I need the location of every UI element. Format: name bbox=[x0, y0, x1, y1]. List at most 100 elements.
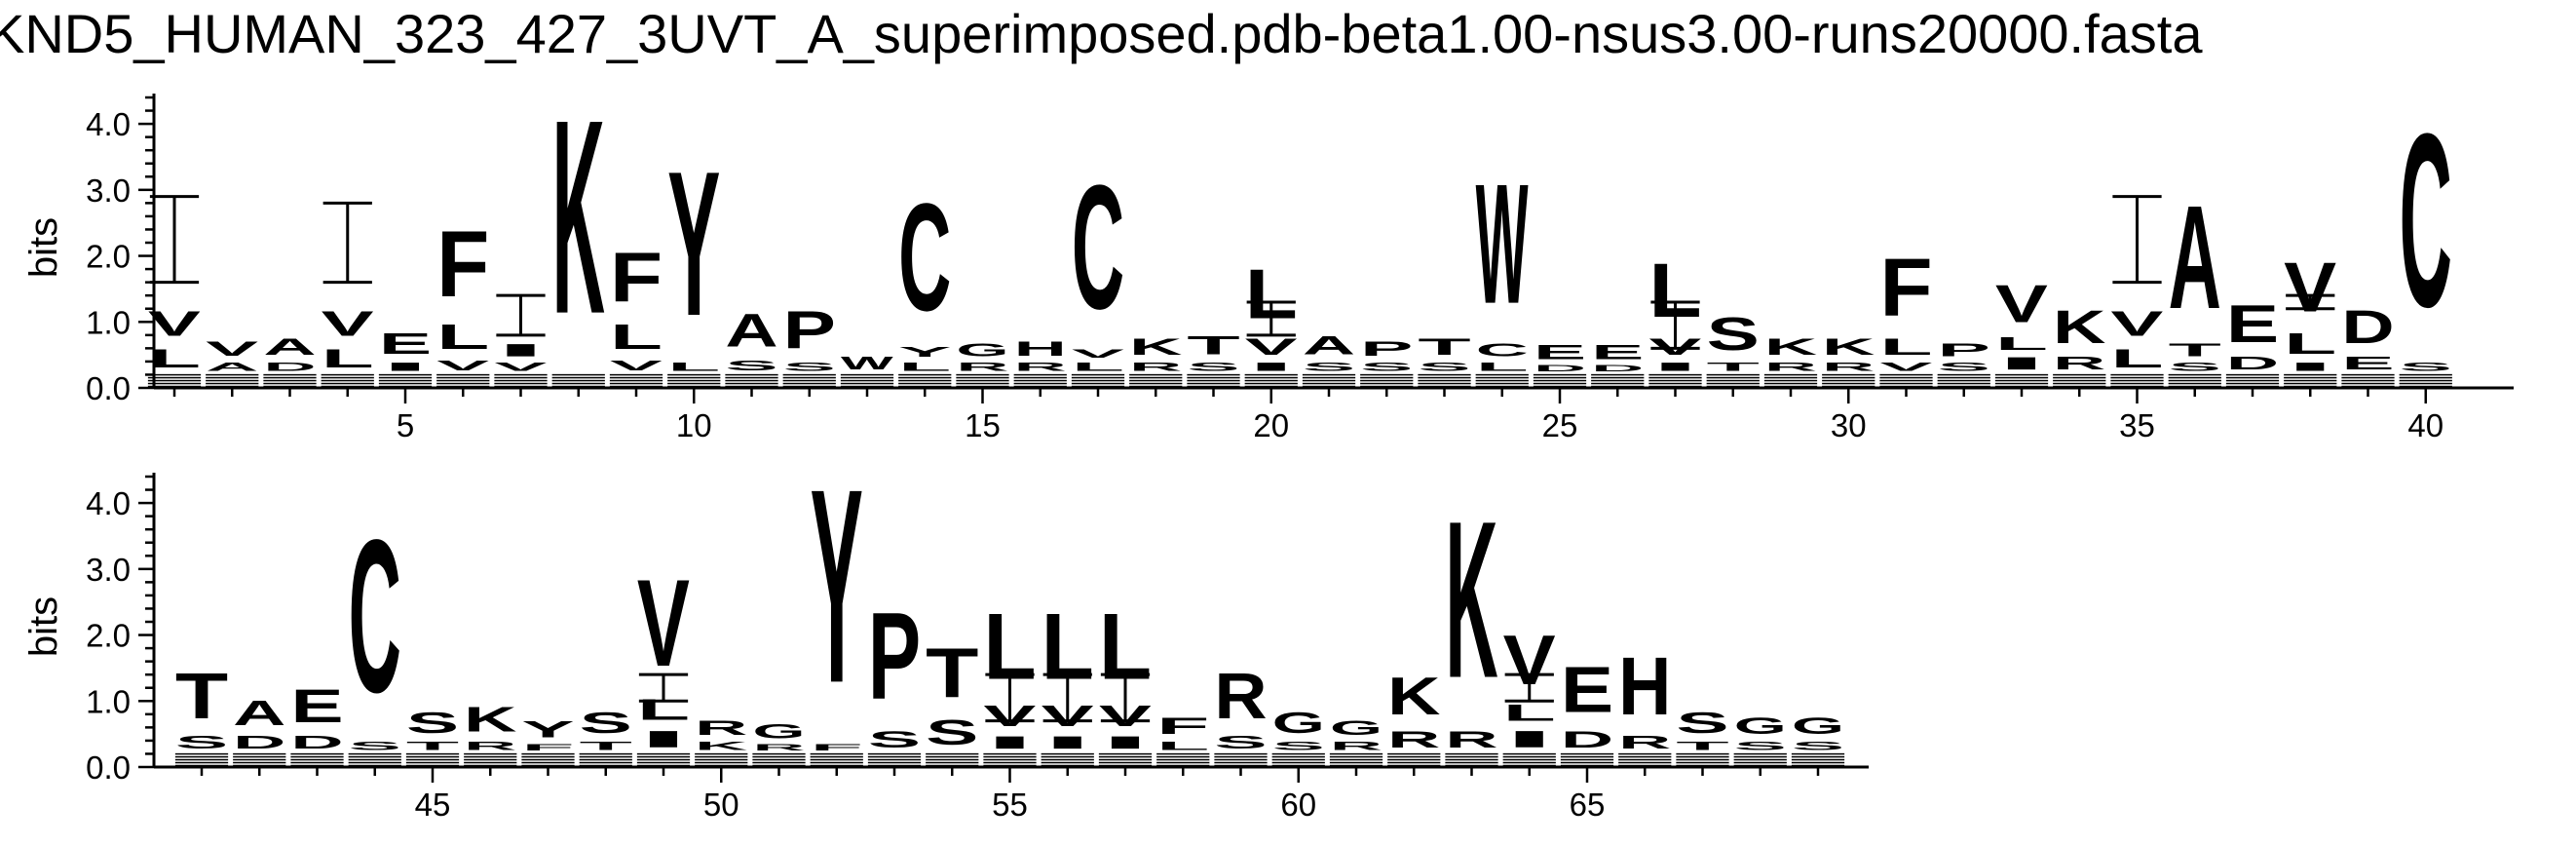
logo-minor-letters bbox=[1271, 755, 1325, 758]
logo-column: LF bbox=[1156, 712, 1210, 767]
logo-minor-letters bbox=[206, 385, 259, 388]
logo-minor-letters bbox=[810, 761, 863, 764]
logo-minor-letters bbox=[1591, 373, 1645, 376]
logo-column: SP bbox=[1937, 341, 1990, 388]
logo-minor-letters bbox=[2341, 376, 2395, 379]
chart-title: KND5_HUMAN_323_427_3UVT_A_superimposed.p… bbox=[0, 3, 2203, 64]
logo-letter: P bbox=[868, 587, 921, 726]
logo-letter: C bbox=[2400, 81, 2452, 359]
logo-minor-letters bbox=[1302, 373, 1356, 376]
logo-minor-letters bbox=[898, 379, 952, 382]
logo-minor-letters bbox=[1329, 755, 1383, 758]
logo-minor-letters bbox=[348, 761, 401, 764]
logo-column: ST bbox=[174, 660, 228, 767]
logo-letter: S bbox=[349, 740, 401, 753]
logo-letter: T bbox=[1707, 361, 1761, 373]
logo-minor-letters bbox=[2399, 373, 2452, 376]
logo-letter: K bbox=[2053, 301, 2106, 354]
logo-minor-letters bbox=[1879, 379, 1933, 382]
logo-column: ILV bbox=[636, 555, 691, 767]
logo-minor-letters bbox=[2053, 382, 2106, 385]
logo-minor-letters bbox=[667, 379, 721, 382]
logo-letter: L bbox=[898, 361, 951, 373]
logo-minor-letters bbox=[1418, 385, 1471, 388]
logo-minor-letters bbox=[1502, 764, 1556, 767]
logo-minor-letters bbox=[263, 379, 317, 382]
logo-minor-letters bbox=[2284, 385, 2337, 388]
logo-letter: T bbox=[580, 740, 633, 752]
logo-letter: F bbox=[436, 211, 489, 317]
logo-column: IVL bbox=[1244, 255, 1298, 388]
logo-letter: W bbox=[1476, 148, 1529, 339]
logo-column: RK bbox=[1822, 333, 1875, 388]
logo-letter: R bbox=[956, 361, 1008, 373]
logo-minor-letters bbox=[2341, 379, 2395, 382]
logo-letter: A bbox=[2169, 175, 2221, 339]
logo-minor-letters bbox=[609, 376, 663, 379]
logo-minor-letters bbox=[867, 761, 922, 764]
logo-minor-letters bbox=[2284, 382, 2337, 385]
logo-minor-letters bbox=[1098, 761, 1153, 764]
logo-minor-letters bbox=[494, 379, 548, 382]
logo-letter: L bbox=[2110, 344, 2163, 373]
y-tick-label: 1.0 bbox=[86, 304, 131, 340]
logo-minor-letters bbox=[695, 758, 748, 761]
logo-minor-letters bbox=[1560, 761, 1614, 764]
logo-column: IVL bbox=[1041, 594, 1094, 767]
logo-minor-letters bbox=[321, 379, 374, 382]
logo-letter: A bbox=[725, 305, 777, 358]
logo-letter: S bbox=[2169, 361, 2221, 374]
logo-letter: E bbox=[2341, 354, 2394, 373]
logo-minor-letters bbox=[1329, 761, 1383, 764]
x-tick-label: 35 bbox=[2119, 407, 2155, 443]
logo-column: RK bbox=[464, 701, 517, 767]
logo-minor-letters bbox=[867, 752, 922, 755]
logo-minor-letters bbox=[1763, 376, 1818, 379]
logo-column: LV bbox=[147, 195, 202, 388]
logo-minor-letters bbox=[983, 755, 1037, 758]
logo-minor-letters bbox=[579, 755, 632, 758]
logo-minor-letters bbox=[494, 373, 548, 376]
logo-column: LY bbox=[667, 129, 721, 388]
logo-minor-letters bbox=[147, 376, 202, 379]
logo-minor-letters bbox=[2341, 373, 2395, 376]
logo-column: TS bbox=[405, 707, 460, 767]
logo-letter: E bbox=[1534, 340, 1586, 364]
logo-minor-letters bbox=[609, 385, 663, 388]
logo-column: DE bbox=[290, 680, 344, 767]
logo-letter: R bbox=[1387, 726, 1440, 752]
logo-minor-letters bbox=[1156, 752, 1210, 755]
logo-minor-letters bbox=[1013, 376, 1067, 379]
logo-minor-letters bbox=[1791, 758, 1845, 761]
logo-minor-letters bbox=[1214, 755, 1268, 758]
logo-minor-letters bbox=[1445, 761, 1498, 764]
logo-minor-letters bbox=[1387, 764, 1441, 767]
logo-column: LV bbox=[321, 201, 374, 388]
logo-letter: S bbox=[1792, 740, 1844, 753]
logo-minor-letters bbox=[1937, 373, 1990, 376]
logo-minor-letters bbox=[1445, 755, 1498, 758]
logo-minor-letters bbox=[1156, 761, 1210, 764]
logo-minor-letters bbox=[579, 764, 632, 767]
logo-column: STA bbox=[2168, 175, 2221, 388]
logo-minor-letters bbox=[521, 761, 575, 764]
logo-minor-letters bbox=[1214, 761, 1268, 764]
logo-letter: H bbox=[1618, 640, 1671, 732]
logo-letter: G bbox=[956, 340, 1008, 360]
logo-minor-letters bbox=[206, 373, 259, 376]
logo-minor-letters bbox=[1244, 379, 1298, 382]
logo-minor-letters bbox=[1994, 382, 2049, 385]
logo-column: DE bbox=[1591, 340, 1645, 388]
logo-minor-letters bbox=[263, 373, 317, 376]
logo-minor-letters bbox=[1445, 752, 1498, 755]
logo-minor-letters bbox=[436, 373, 490, 376]
logo-minor-letters bbox=[1156, 758, 1210, 761]
logo-minor-letters bbox=[2168, 373, 2221, 376]
y-tick-label: 4.0 bbox=[86, 106, 131, 142]
logo-minor-letters bbox=[1591, 376, 1645, 379]
logo-minor-letters bbox=[1533, 379, 1587, 382]
logo-column: SC bbox=[348, 495, 401, 767]
logo-letter: T bbox=[406, 740, 460, 752]
